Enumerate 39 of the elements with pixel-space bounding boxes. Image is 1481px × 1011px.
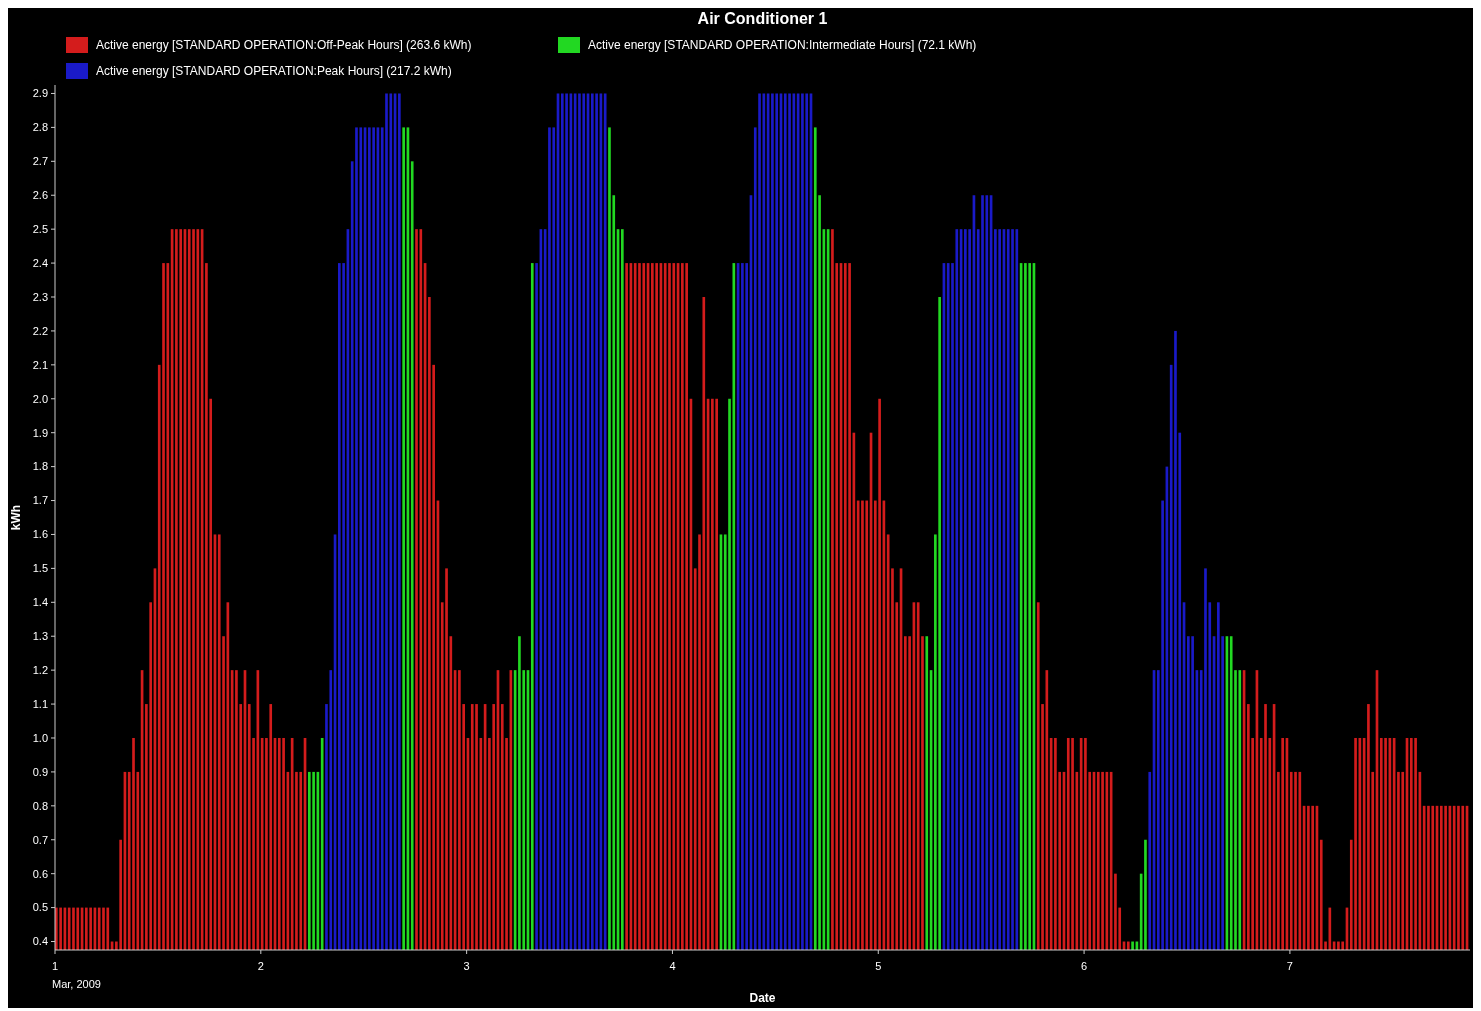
x-tick-label: 1 Mar, 2009: [51, 960, 101, 990]
y-tick-label: 0.9: [32, 765, 48, 778]
chart-title: Air Conditioner 1: [697, 10, 828, 27]
legend-label: Active energy [STANDARD OPERATION:Peak Hours] (217.2 kWh): [96, 64, 452, 78]
y-tick-label: 2.4: [32, 256, 48, 269]
y-tick-label: 2.3: [32, 290, 48, 303]
y-tick-label: 0.7: [32, 833, 48, 846]
y-tick-label: 1.7: [32, 494, 48, 507]
x-tick-label: 3: [463, 960, 470, 972]
y-tick-label: 0.4: [32, 935, 48, 948]
y-tick-label: 1.8: [32, 460, 48, 473]
y-tick-label: 1.3: [32, 630, 48, 643]
y-tick-label: 2.1: [32, 358, 48, 371]
y-tick-label: 2.9: [32, 87, 48, 100]
y-tick-label: 0.8: [32, 799, 48, 812]
y-tick-label: 1.5: [32, 562, 48, 575]
y-tick-label: 1.4: [32, 596, 48, 609]
y-tick-label: 2.5: [32, 223, 48, 236]
y-tick-label: 0.5: [32, 901, 48, 914]
x-tick-label: 5: [875, 960, 882, 972]
y-tick-label: 2.0: [32, 392, 48, 405]
y-tick-label: 1.1: [32, 697, 48, 710]
y-tick-label: 2.6: [32, 189, 48, 202]
x-tick-label: 7: [1286, 960, 1293, 972]
y-tick-label: 1.6: [32, 528, 48, 541]
y-tick-label: 1.2: [32, 664, 48, 676]
y-tick-label: 2.2: [32, 324, 48, 337]
y-tick-label: 1.9: [32, 426, 48, 439]
y-tick-label: 0.6: [32, 867, 48, 880]
x-tick-label: 4: [669, 960, 676, 972]
y-tick-label: 1.0: [32, 731, 48, 744]
legend-label: Active energy [STANDARD OPERATION:Off-Peak Hours] (263.6 kWh): [96, 38, 472, 52]
legend-label: Active energy [STANDARD OPERATION:Intermediate Hours] (72.1 kWh): [588, 38, 977, 52]
x-axis-title: Date: [749, 991, 776, 1005]
y-tick-label: 2.8: [32, 121, 48, 134]
y-axis-title: kWh: [9, 504, 23, 531]
x-tick-label: 6: [1081, 960, 1088, 972]
y-tick-label: 2.7: [32, 155, 48, 168]
x-tick-label: 2: [257, 960, 264, 972]
